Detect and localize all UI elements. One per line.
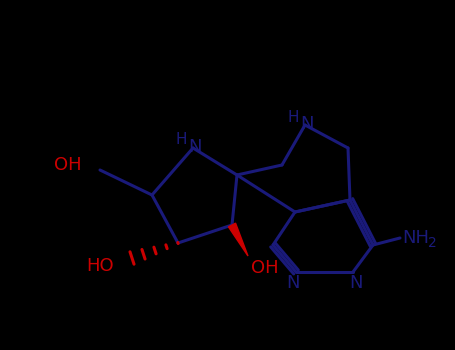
Text: N: N (349, 274, 363, 292)
Text: N: N (300, 115, 314, 133)
Text: 2: 2 (428, 236, 437, 250)
Text: N: N (286, 274, 300, 292)
Text: N: N (188, 138, 202, 156)
Text: HO: HO (86, 257, 114, 275)
Text: NH: NH (402, 229, 429, 247)
Text: H: H (175, 133, 187, 147)
Polygon shape (228, 223, 248, 256)
Text: OH: OH (251, 259, 278, 277)
Text: H: H (287, 110, 299, 125)
Text: OH: OH (55, 156, 82, 174)
